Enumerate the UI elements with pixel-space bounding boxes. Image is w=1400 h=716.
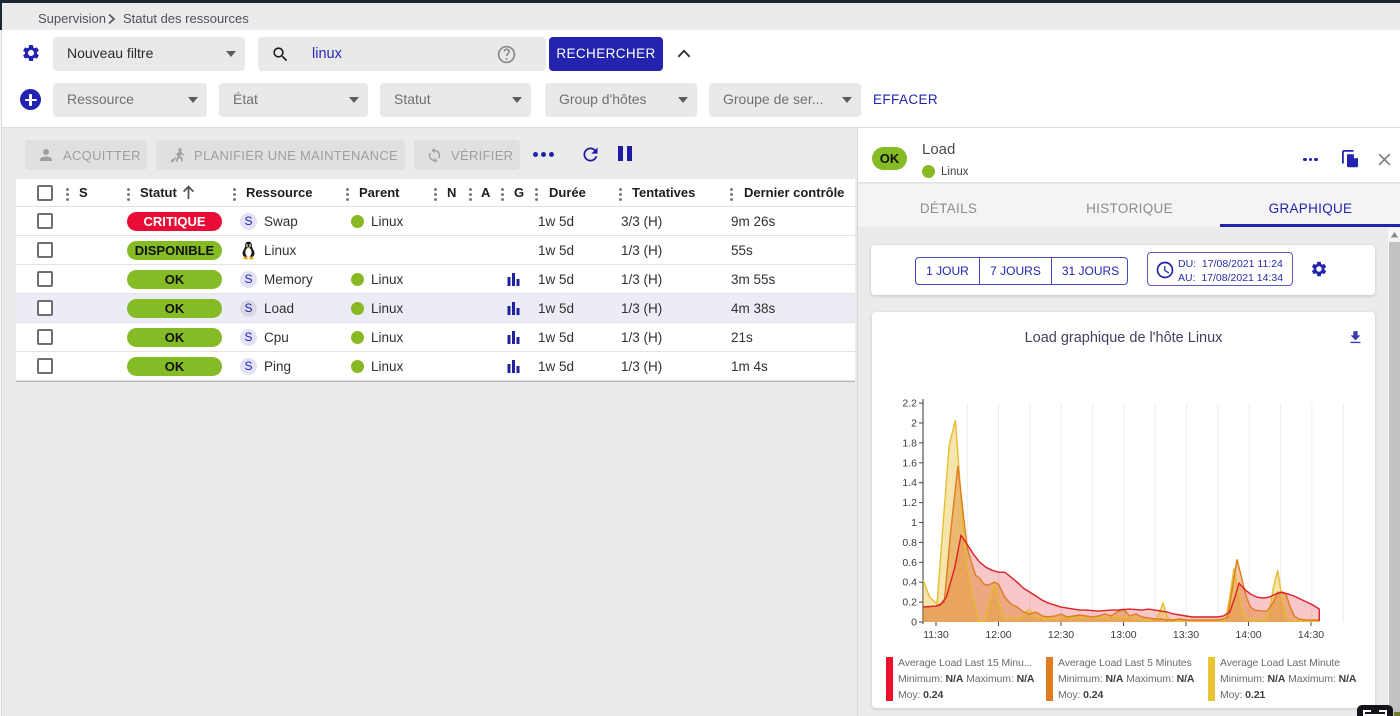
svg-text:2.2: 2.2 (902, 398, 917, 410)
svg-text:0.2: 0.2 (902, 597, 917, 609)
svg-text:0.6: 0.6 (902, 557, 917, 569)
svg-text:12:00: 12:00 (985, 629, 1011, 641)
svg-text:13:00: 13:00 (1110, 629, 1136, 641)
svg-text:1.2: 1.2 (902, 497, 917, 509)
svg-text:1.8: 1.8 (902, 437, 917, 449)
svg-text:0.8: 0.8 (902, 537, 917, 549)
svg-text:12:30: 12:30 (1048, 629, 1074, 641)
svg-text:2: 2 (911, 418, 917, 430)
svg-text:0.4: 0.4 (902, 577, 917, 589)
svg-text:14:00: 14:00 (1235, 629, 1261, 641)
svg-text:0: 0 (911, 617, 917, 629)
svg-text:1.6: 1.6 (902, 457, 917, 469)
svg-text:14:30: 14:30 (1298, 629, 1324, 641)
svg-text:1.4: 1.4 (902, 477, 917, 489)
svg-text:1: 1 (911, 517, 917, 529)
svg-text:11:30: 11:30 (923, 629, 949, 641)
svg-text:13:30: 13:30 (1173, 629, 1199, 641)
